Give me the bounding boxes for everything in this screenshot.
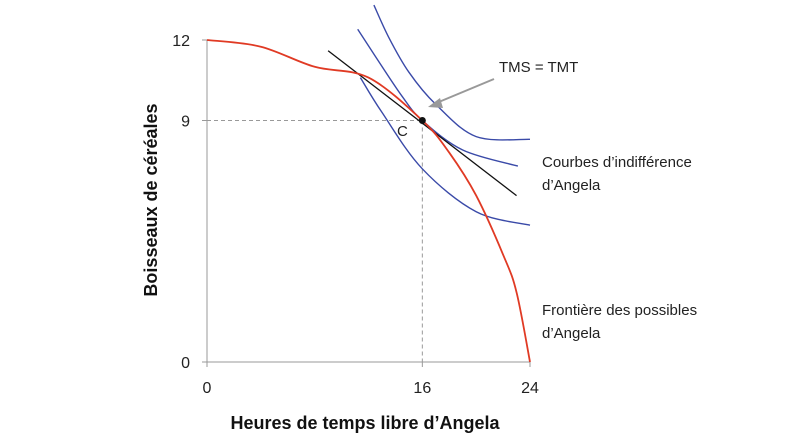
indifference-curve bbox=[373, 4, 531, 141]
y-tick-label: 9 bbox=[181, 114, 190, 131]
indifference-curve bbox=[359, 77, 531, 226]
tms-arrow-shaft bbox=[433, 78, 495, 105]
indifference-label-line1: Courbes d’indifférence bbox=[542, 154, 692, 171]
tms-arrow-head bbox=[428, 98, 443, 108]
indifference-label-line2: d’Angela bbox=[542, 177, 601, 194]
y-tick-label: 0 bbox=[181, 355, 190, 372]
frontier-curve bbox=[206, 39, 531, 363]
frontier-label-line2: d’Angela bbox=[542, 325, 601, 342]
y-tick-label: 12 bbox=[172, 33, 190, 50]
guide-lines bbox=[207, 120, 423, 362]
y-axis-title: Boisseaux de céréales bbox=[141, 103, 161, 296]
x-axis-title: Heures de temps libre d’Angela bbox=[230, 413, 500, 433]
indifference-curve bbox=[357, 28, 519, 167]
x-tick-label: 0 bbox=[203, 380, 212, 397]
ticks: 0 16 24 0 9 12 bbox=[172, 33, 539, 397]
point-c bbox=[418, 117, 426, 124]
x-tick-label: 16 bbox=[413, 380, 431, 397]
x-tick-label: 24 bbox=[521, 380, 539, 397]
point-c-label: C bbox=[397, 123, 408, 140]
curves bbox=[206, 4, 531, 363]
tms-tmt-label: TMS = TMT bbox=[499, 59, 578, 76]
frontier-label-line1: Frontière des possibles bbox=[542, 302, 697, 319]
